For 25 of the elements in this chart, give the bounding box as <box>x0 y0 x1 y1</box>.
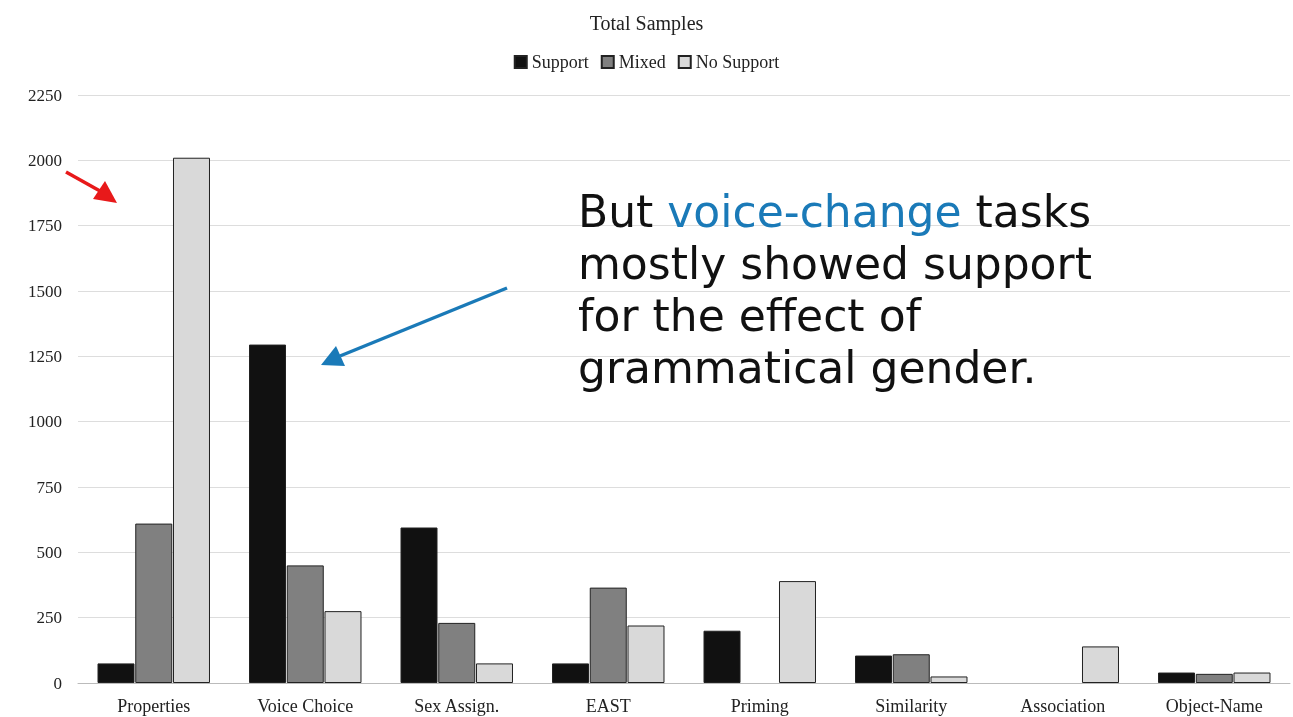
x-tick-label: Sex Assign. <box>414 696 500 716</box>
x-tick-label: EAST <box>585 696 631 716</box>
y-tick-label: 750 <box>36 477 62 497</box>
y-tick-label: 1500 <box>28 281 62 301</box>
text: But voice-change tasks mostly showed support for the effect of grammatical gender. <box>578 186 1092 393</box>
legend-label: Support <box>531 52 589 72</box>
bar <box>703 630 741 683</box>
x-tick-label: Properties <box>117 696 191 716</box>
y-tick-label: 500 <box>36 542 62 562</box>
y-tick-label: 0 <box>53 673 62 693</box>
x-tick-label: Similarity <box>875 696 948 716</box>
y-tick-label: 1750 <box>28 216 62 236</box>
x-tick-label: Priming <box>730 696 789 716</box>
bar <box>1081 646 1119 683</box>
y-tick-label: 1000 <box>28 412 62 432</box>
y-tick-label: 2000 <box>28 150 62 170</box>
y-tick-label: 2250 <box>28 85 62 105</box>
y-tick-label: 1250 <box>28 346 62 366</box>
x-tick-label: Voice Choice <box>257 696 354 716</box>
y-tick-label: 250 <box>36 608 62 628</box>
x-tick-label: Association <box>1020 696 1106 716</box>
chart-title: Total Samples <box>589 12 704 35</box>
x-tick-label: Object-Name <box>1165 696 1263 716</box>
legend-label: Mixed <box>618 52 666 72</box>
legend-label: No Support <box>695 52 780 72</box>
